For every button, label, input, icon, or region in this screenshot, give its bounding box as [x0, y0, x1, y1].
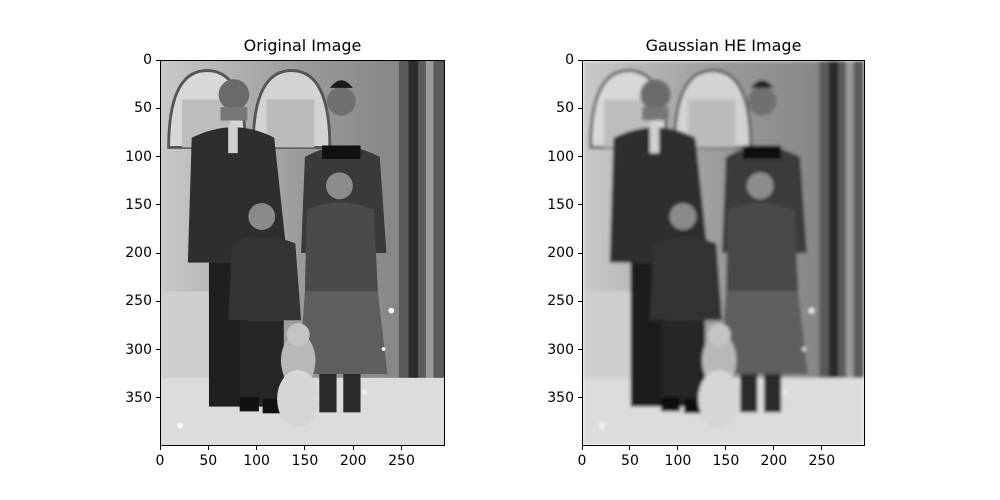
- x-tick-label: 0: [155, 453, 165, 469]
- x-tick-mark: [352, 446, 354, 450]
- y-tick-label: 0: [565, 52, 574, 68]
- x-tick-mark: [629, 446, 631, 450]
- x-tick-mark: [821, 446, 823, 450]
- x-tick-mark: [207, 446, 209, 450]
- y-tick-label: 50: [134, 100, 152, 117]
- x-tick-label: 150: [291, 453, 319, 469]
- x-tick-mark: [725, 446, 727, 450]
- x-tick-label: 150: [712, 453, 740, 469]
- x-tick-label: 50: [199, 453, 218, 469]
- panel-title-gaussian: Gaussian HE Image: [645, 36, 802, 55]
- y-tick-label: 350: [547, 389, 574, 406]
- x-tick-mark: [401, 446, 403, 450]
- y-tick-label: 0: [143, 52, 152, 68]
- original-photo: [161, 61, 444, 445]
- y-tick-label: 50: [556, 100, 574, 117]
- y-tick-label: 250: [125, 293, 152, 310]
- x-tick-mark: [773, 446, 775, 450]
- y-tick-label: 150: [125, 196, 152, 213]
- panel-title-original: Original Image: [243, 36, 362, 55]
- y-tick-label: 100: [125, 148, 152, 165]
- y-tick-label: 300: [547, 341, 574, 358]
- x-tick-mark: [256, 446, 258, 450]
- y-tick-label: 350: [125, 389, 152, 406]
- x-tick-label: 50: [621, 453, 639, 469]
- x-tick-label: 100: [664, 453, 692, 469]
- x-tick-label: 200: [339, 453, 367, 469]
- y-tick-label: 250: [547, 293, 574, 310]
- y-tick-label: 150: [547, 196, 574, 213]
- gaussian-he-photo: [583, 61, 864, 445]
- y-tick-label: 200: [547, 245, 574, 261]
- x-tick-mark: [581, 446, 583, 450]
- y-tick-label: 300: [125, 341, 152, 358]
- x-tick-mark: [304, 446, 306, 450]
- original-image-axes: [160, 60, 445, 446]
- gaussian-he-image-axes: [582, 60, 865, 446]
- y-tick-label: 200: [125, 245, 152, 261]
- x-tick-mark: [159, 446, 161, 450]
- x-tick-label: 0: [577, 453, 587, 469]
- x-tick-mark: [677, 446, 679, 450]
- x-tick-label: 200: [760, 453, 788, 469]
- y-tick-label: 100: [547, 148, 574, 165]
- x-tick-label: 250: [388, 453, 415, 469]
- x-tick-label: 250: [808, 453, 836, 469]
- x-tick-label: 100: [243, 453, 270, 469]
